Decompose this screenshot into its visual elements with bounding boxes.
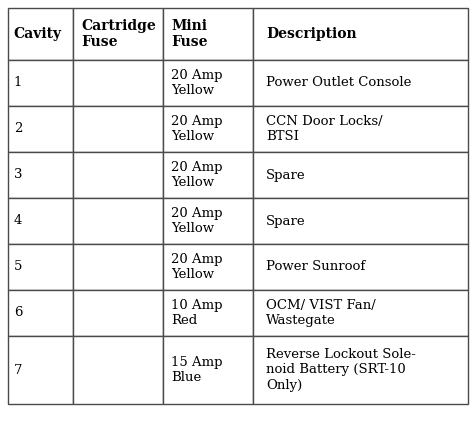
Text: Mini
Fuse: Mini Fuse xyxy=(171,19,208,49)
Bar xyxy=(73,290,163,336)
Text: 3: 3 xyxy=(14,168,22,181)
Bar xyxy=(253,244,468,290)
Bar xyxy=(8,336,73,404)
Text: 4: 4 xyxy=(14,214,22,227)
Text: 5: 5 xyxy=(14,260,22,273)
Bar xyxy=(163,336,253,404)
Bar xyxy=(163,106,253,152)
Text: 2: 2 xyxy=(14,122,22,135)
Text: CCN Door Locks/
BTSI: CCN Door Locks/ BTSI xyxy=(266,115,383,143)
Bar xyxy=(73,244,163,290)
Text: Power Sunroof: Power Sunroof xyxy=(266,260,365,273)
Bar xyxy=(8,8,73,60)
Text: 20 Amp
Yellow: 20 Amp Yellow xyxy=(171,207,223,235)
Bar xyxy=(73,152,163,198)
Bar xyxy=(253,198,468,244)
Bar xyxy=(163,152,253,198)
Text: Power Outlet Console: Power Outlet Console xyxy=(266,76,411,89)
Bar xyxy=(8,290,73,336)
Bar xyxy=(253,336,468,404)
Text: 6: 6 xyxy=(14,306,22,319)
Text: Cavity: Cavity xyxy=(14,27,62,41)
Bar xyxy=(8,198,73,244)
Bar xyxy=(73,8,163,60)
Bar xyxy=(163,290,253,336)
Text: Spare: Spare xyxy=(266,214,306,227)
Text: Description: Description xyxy=(266,27,356,41)
Bar xyxy=(8,106,73,152)
Bar xyxy=(73,336,163,404)
Bar xyxy=(8,152,73,198)
Text: 1: 1 xyxy=(14,76,22,89)
Bar xyxy=(163,8,253,60)
Bar xyxy=(163,60,253,106)
Text: OCM/ VIST Fan/
Wastegate: OCM/ VIST Fan/ Wastegate xyxy=(266,299,376,327)
Text: 20 Amp
Yellow: 20 Amp Yellow xyxy=(171,69,223,97)
Bar xyxy=(73,60,163,106)
Bar xyxy=(253,60,468,106)
Bar xyxy=(73,198,163,244)
Text: Spare: Spare xyxy=(266,168,306,181)
Text: 15 Amp
Blue: 15 Amp Blue xyxy=(171,356,223,384)
Bar xyxy=(253,106,468,152)
Bar xyxy=(73,106,163,152)
Text: 20 Amp
Yellow: 20 Amp Yellow xyxy=(171,115,223,143)
Bar xyxy=(253,8,468,60)
Text: Cartridge
Fuse: Cartridge Fuse xyxy=(81,19,156,49)
Text: 10 Amp
Red: 10 Amp Red xyxy=(171,299,223,327)
Text: 20 Amp
Yellow: 20 Amp Yellow xyxy=(171,161,223,189)
Text: 20 Amp
Yellow: 20 Amp Yellow xyxy=(171,253,223,281)
Bar xyxy=(253,290,468,336)
Text: Reverse Lockout Sole-
noid Battery (SRT-10
Only): Reverse Lockout Sole- noid Battery (SRT-… xyxy=(266,348,416,392)
Bar xyxy=(8,60,73,106)
Text: 7: 7 xyxy=(14,363,22,376)
Bar xyxy=(253,152,468,198)
Bar xyxy=(163,198,253,244)
Bar xyxy=(163,244,253,290)
Bar xyxy=(8,244,73,290)
